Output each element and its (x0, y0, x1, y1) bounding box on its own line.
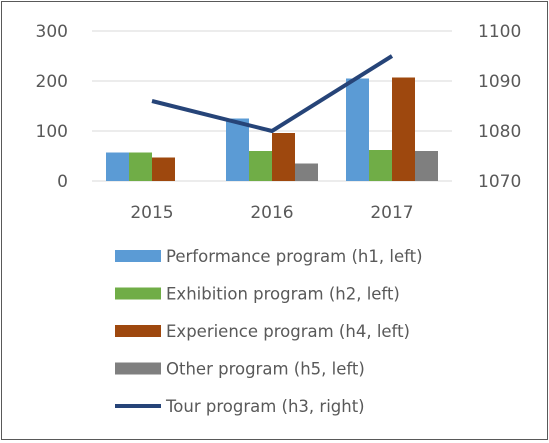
bar (415, 151, 438, 181)
combo-chart: 0 100 200 300 1070 1080 1090 1100 2015 2016 2017… (36, 22, 522, 416)
bar (392, 77, 415, 181)
bar (346, 78, 369, 181)
bar (226, 118, 249, 181)
bar (106, 152, 129, 181)
category-tick-label: 2015 (130, 203, 173, 223)
legend-swatch (115, 250, 161, 262)
category-axis-ticks: 2015 2016 2017 (130, 203, 413, 223)
right-tick-label: 1100 (478, 22, 521, 42)
legend-label: Exhibition program (h2, left) (166, 285, 400, 304)
bar (249, 151, 272, 181)
legend-swatch (115, 325, 161, 337)
legend-swatch (115, 287, 161, 300)
legend-swatch (115, 362, 161, 375)
bar-series (106, 77, 438, 181)
right-axis-ticks: 1070 1080 1090 1100 (478, 22, 521, 192)
legend-label: Experience program (h4, left) (166, 322, 410, 341)
right-tick-label: 1090 (478, 72, 521, 92)
bar (129, 152, 152, 181)
bar (369, 150, 392, 181)
left-tick-label: 100 (36, 122, 68, 142)
legend: Performance program (h1, left) Exhibition… (115, 247, 423, 416)
bar (295, 163, 318, 181)
left-tick-label: 300 (36, 22, 68, 42)
legend-label: Other program (h5, left) (166, 360, 365, 379)
right-tick-label: 1070 (478, 172, 521, 192)
right-tick-label: 1080 (478, 122, 521, 142)
category-tick-label: 2017 (370, 203, 413, 223)
left-axis-ticks: 0 100 200 300 (36, 22, 68, 192)
bar (152, 157, 175, 181)
category-tick-label: 2016 (250, 203, 293, 223)
left-tick-label: 0 (57, 172, 68, 192)
left-tick-label: 200 (36, 72, 68, 92)
line-series (151, 54, 394, 133)
legend-label: Performance program (h1, left) (166, 247, 423, 266)
bar (272, 133, 295, 181)
series-line (151, 54, 394, 133)
legend-label: Tour program (h3, right) (165, 397, 365, 416)
